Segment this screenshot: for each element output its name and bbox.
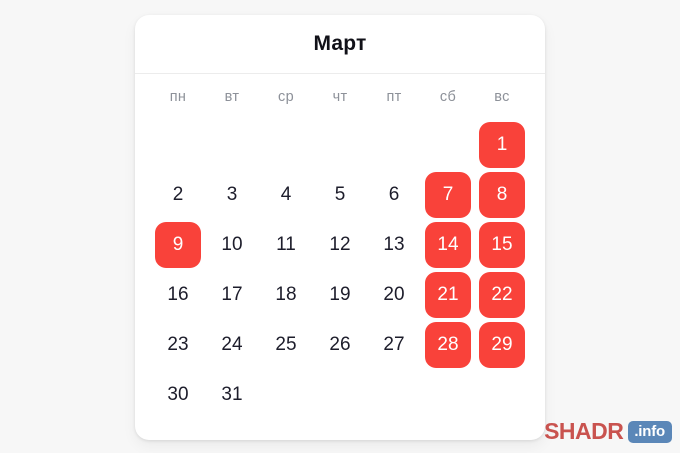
calendar-day[interactable]: 16 xyxy=(167,284,189,305)
calendar-day-cell xyxy=(367,370,421,420)
calendar-day-cell[interactable]: 27 xyxy=(367,320,421,370)
weekday-header-row: пн вт ср чт пт сб вс xyxy=(151,74,529,120)
calendar-day-cell[interactable]: 5 xyxy=(313,170,367,220)
site-watermark: SHADR .info xyxy=(544,418,672,445)
calendar-day-cell xyxy=(421,370,475,420)
calendar-day-cell[interactable]: 22 xyxy=(475,270,529,320)
calendar-day[interactable]: 13 xyxy=(383,234,405,255)
calendar-day-cell[interactable]: 6 xyxy=(367,170,421,220)
calendar-day[interactable]: 4 xyxy=(280,184,292,205)
calendar-day-holiday[interactable]: 21 xyxy=(425,272,471,318)
weekday-label-thu: чт xyxy=(332,89,348,105)
month-title: Март xyxy=(313,32,367,55)
weekday-label-mon: пн xyxy=(169,89,187,105)
calendar-day-cell[interactable]: 24 xyxy=(205,320,259,370)
calendar-day-cell[interactable]: 10 xyxy=(205,220,259,270)
calendar-day-cell xyxy=(205,120,259,170)
calendar-header: Март xyxy=(135,15,545,74)
calendar-day-cell[interactable]: 12 xyxy=(313,220,367,270)
calendar-day[interactable]: 23 xyxy=(167,334,189,355)
calendar-day-holiday[interactable]: 7 xyxy=(425,172,471,218)
calendar-day-cell[interactable]: 25 xyxy=(259,320,313,370)
calendar-day-cell[interactable]: 16 xyxy=(151,270,205,320)
calendar-day-cell[interactable]: 19 xyxy=(313,270,367,320)
calendar-day[interactable]: 3 xyxy=(226,184,238,205)
calendar-day[interactable]: 26 xyxy=(329,334,351,355)
weekday-label-fri: пт xyxy=(386,89,402,105)
calendar-week-row: 30 31 xyxy=(151,370,529,420)
calendar-day-cell[interactable]: 15 xyxy=(475,220,529,270)
calendar-card: Март пн вт ср чт пт сб вс 1 2 3 4 5 6 7 8 9 10 11 1… xyxy=(135,15,545,440)
weekday-label-wed: ср xyxy=(278,89,294,105)
calendar-day-cell[interactable]: 11 xyxy=(259,220,313,270)
calendar-day-cell[interactable]: 21 xyxy=(421,270,475,320)
weekday-label-sat: сб xyxy=(439,89,457,105)
calendar-day-cell xyxy=(313,370,367,420)
calendar-body: пн вт ср чт пт сб вс 1 2 3 4 5 6 7 8 9 10 11 12 13 14… xyxy=(135,74,545,420)
calendar-day-cell[interactable]: 9 xyxy=(151,220,205,270)
calendar-day-cell[interactable]: 1 xyxy=(475,120,529,170)
calendar-day-cell[interactable]: 3 xyxy=(205,170,259,220)
calendar-day-cell[interactable]: 28 xyxy=(421,320,475,370)
weekday-label-sun: вс xyxy=(494,89,510,105)
calendar-day-holiday[interactable]: 9 xyxy=(155,222,201,268)
calendar-day[interactable]: 18 xyxy=(275,284,297,305)
calendar-day-holiday[interactable]: 8 xyxy=(479,172,525,218)
calendar-day-cell xyxy=(421,120,475,170)
calendar-day[interactable]: 31 xyxy=(221,384,243,405)
calendar-day[interactable]: 5 xyxy=(334,184,346,205)
calendar-day[interactable]: 30 xyxy=(167,384,189,405)
calendar-day-holiday[interactable]: 22 xyxy=(479,272,525,318)
calendar-day[interactable]: 27 xyxy=(383,334,405,355)
calendar-day-cell xyxy=(259,120,313,170)
calendar-day-cell[interactable]: 29 xyxy=(475,320,529,370)
calendar-day-cell xyxy=(367,120,421,170)
watermark-site-name: SHADR xyxy=(544,418,624,444)
calendar-day-cell[interactable]: 17 xyxy=(205,270,259,320)
calendar-day-holiday[interactable]: 14 xyxy=(425,222,471,268)
calendar-day[interactable]: 20 xyxy=(383,284,405,305)
calendar-day-cell[interactable]: 31 xyxy=(205,370,259,420)
calendar-day[interactable]: 2 xyxy=(172,184,184,205)
calendar-day[interactable]: 10 xyxy=(221,234,243,255)
calendar-week-row: 16 17 18 19 20 21 22 xyxy=(151,270,529,320)
calendar-day-cell xyxy=(259,370,313,420)
calendar-day-cell xyxy=(151,120,205,170)
calendar-day-cell[interactable]: 4 xyxy=(259,170,313,220)
calendar-day[interactable]: 25 xyxy=(275,334,297,355)
calendar-day-holiday[interactable]: 29 xyxy=(479,322,525,368)
calendar-day-cell xyxy=(313,120,367,170)
watermark-tld-badge: .info xyxy=(628,420,672,443)
calendar-day-cell xyxy=(475,370,529,420)
calendar-day[interactable]: 6 xyxy=(388,184,400,205)
calendar-day-cell[interactable]: 18 xyxy=(259,270,313,320)
calendar-day[interactable]: 11 xyxy=(276,234,296,255)
calendar-day-cell[interactable]: 7 xyxy=(421,170,475,220)
calendar-day-cell[interactable]: 14 xyxy=(421,220,475,270)
calendar-day-holiday[interactable]: 28 xyxy=(425,322,471,368)
calendar-week-row: 9 10 11 12 13 14 15 xyxy=(151,220,529,270)
calendar-day-holiday[interactable]: 1 xyxy=(479,122,525,168)
calendar-day[interactable]: 19 xyxy=(329,284,351,305)
calendar-week-row: 23 24 25 26 27 28 29 xyxy=(151,320,529,370)
calendar-day[interactable]: 12 xyxy=(329,234,351,255)
calendar-day-cell[interactable]: 26 xyxy=(313,320,367,370)
calendar-day-holiday[interactable]: 15 xyxy=(479,222,525,268)
calendar-day-cell[interactable]: 30 xyxy=(151,370,205,420)
calendar-week-row: 1 xyxy=(151,120,529,170)
calendar-day[interactable]: 17 xyxy=(221,284,243,305)
calendar-day[interactable]: 24 xyxy=(221,334,243,355)
calendar-day-cell[interactable]: 23 xyxy=(151,320,205,370)
calendar-day-cell[interactable]: 20 xyxy=(367,270,421,320)
calendar-grid: 1 2 3 4 5 6 7 8 9 10 11 12 13 14 15 16 17 18 19 20 21 22 23 24 2… xyxy=(151,120,529,420)
weekday-label-tue: вт xyxy=(224,89,240,105)
calendar-day-cell[interactable]: 13 xyxy=(367,220,421,270)
calendar-day-cell[interactable]: 2 xyxy=(151,170,205,220)
calendar-day-cell[interactable]: 8 xyxy=(475,170,529,220)
